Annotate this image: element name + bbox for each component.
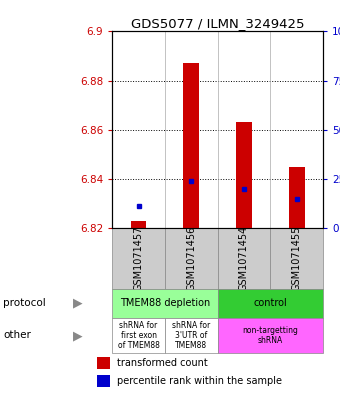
- Text: GSM1071457: GSM1071457: [134, 226, 143, 291]
- Text: GSM1071455: GSM1071455: [292, 226, 302, 291]
- Text: non-targetting
shRNA: non-targetting shRNA: [242, 326, 298, 345]
- Bar: [97, 357, 110, 369]
- Bar: [131, 221, 147, 228]
- Text: ▶: ▶: [73, 297, 83, 310]
- Text: control: control: [253, 298, 287, 308]
- Text: shRNA for
3'UTR of
TMEM88: shRNA for 3'UTR of TMEM88: [172, 321, 210, 350]
- Bar: [112, 318, 165, 353]
- Bar: [218, 289, 323, 318]
- Bar: [236, 122, 252, 228]
- Text: ▶: ▶: [73, 329, 83, 342]
- Bar: [289, 167, 305, 228]
- Title: GDS5077 / ILMN_3249425: GDS5077 / ILMN_3249425: [131, 17, 304, 30]
- Bar: [165, 318, 218, 353]
- Text: transformed count: transformed count: [117, 358, 207, 368]
- Bar: [165, 228, 218, 289]
- Bar: [112, 228, 165, 289]
- Text: protocol: protocol: [3, 298, 46, 308]
- Text: TMEM88 depletion: TMEM88 depletion: [120, 298, 210, 308]
- Bar: [270, 228, 323, 289]
- Text: GSM1071454: GSM1071454: [239, 226, 249, 291]
- Bar: [218, 228, 270, 289]
- Bar: [218, 318, 323, 353]
- Text: percentile rank within the sample: percentile rank within the sample: [117, 376, 282, 386]
- Bar: [183, 63, 199, 228]
- Bar: [97, 375, 110, 387]
- Text: other: other: [3, 331, 31, 340]
- Bar: [112, 289, 218, 318]
- Text: shRNA for
first exon
of TMEM88: shRNA for first exon of TMEM88: [118, 321, 159, 350]
- Text: GSM1071456: GSM1071456: [186, 226, 196, 291]
